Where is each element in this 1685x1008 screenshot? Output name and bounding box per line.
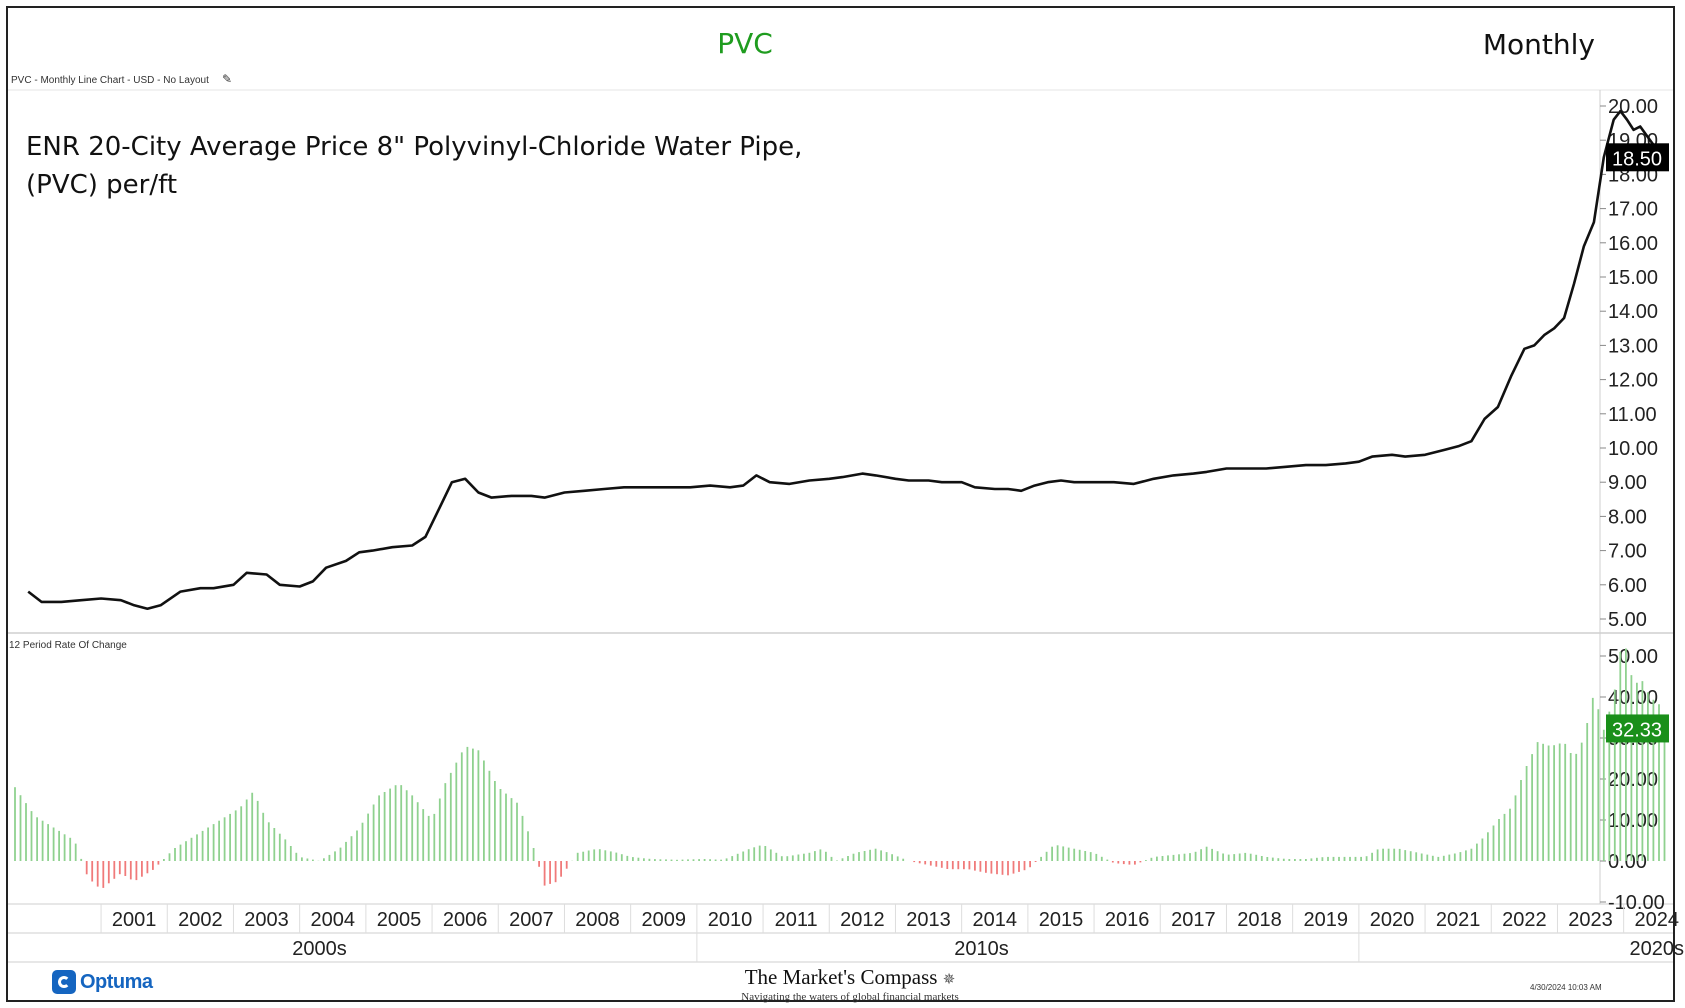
xtick-year-label: 2019 xyxy=(1304,909,1349,931)
price-ytick-label: 16.00 xyxy=(1608,233,1658,255)
xtick-decade-label: 2020s xyxy=(1630,938,1685,960)
xtick-year-label: 2012 xyxy=(840,909,885,931)
optuma-logo-text: Optuma xyxy=(80,970,153,993)
price-ytick-label: 5.00 xyxy=(1608,609,1647,631)
xtick-year-label: 2003 xyxy=(244,909,289,931)
price-ytick-label: 20.00 xyxy=(1608,96,1658,118)
price-ytick-label: 12.00 xyxy=(1608,370,1658,392)
price-ytick-label: 17.00 xyxy=(1608,199,1658,221)
xtick-year-label: 2008 xyxy=(575,909,620,931)
price-ytick-label: 11.00 xyxy=(1608,404,1657,426)
price-ytick-label: 8.00 xyxy=(1608,506,1647,528)
xtick-year-label: 2023 xyxy=(1568,909,1613,931)
xtick-decade-label: 2000s xyxy=(292,938,347,960)
xtick-year-label: 2010 xyxy=(708,909,753,931)
optuma-logo: Optuma xyxy=(52,970,153,994)
price-last-value-tag xyxy=(1606,143,1669,172)
price-ytick-label: 6.00 xyxy=(1608,575,1647,597)
price-ytick-label: 14.00 xyxy=(1608,301,1658,323)
symbol-title: PVC xyxy=(717,27,773,60)
period-label: Monthly xyxy=(1483,28,1595,61)
brand-title: The Market's Compass xyxy=(744,965,938,989)
price-ytick-label: 7.00 xyxy=(1608,541,1647,563)
xtick-year-label: 2005 xyxy=(377,909,422,931)
price-ytick-label: 9.00 xyxy=(1608,472,1647,494)
price-chart-title-line: ENR 20-City Average Price 8" Polyvinyl-C… xyxy=(26,132,802,162)
roc-chart-title: 12 Period Rate Of Change xyxy=(9,640,127,651)
xtick-year-label: 2024 xyxy=(1635,909,1680,931)
xtick-decade-label: 2010s xyxy=(954,938,1009,960)
market-compass-brand: The Market's Compass ✵ Navigating the wa… xyxy=(720,966,980,1003)
price-chart-title-line: (PVC) per/ft xyxy=(26,170,177,200)
price-ytick-label: 10.00 xyxy=(1608,438,1658,460)
roc-ytick-label: 0.00 xyxy=(1608,851,1647,873)
xtick-year-label: 2022 xyxy=(1502,909,1547,931)
xtick-year-label: 2021 xyxy=(1436,909,1481,931)
roc-last-value-label: 32.33 xyxy=(1612,719,1662,741)
price-ytick-label: 13.00 xyxy=(1608,335,1658,357)
xtick-year-label: 2014 xyxy=(973,909,1018,931)
brand-tagline: Navigating the waters of global financia… xyxy=(741,991,959,1003)
xtick-year-label: 2006 xyxy=(443,909,488,931)
price-ytick-label: 15.00 xyxy=(1608,267,1658,289)
roc-ytick-label: -10.00 xyxy=(1608,892,1665,914)
xtick-year-label: 2004 xyxy=(311,909,356,931)
roc-ytick-label: 50.00 xyxy=(1608,646,1658,668)
xtick-year-label: 2002 xyxy=(178,909,223,931)
xtick-year-label: 2009 xyxy=(642,909,687,931)
xtick-year-label: 2015 xyxy=(1039,909,1084,931)
xtick-year-label: 2018 xyxy=(1237,909,1282,931)
xtick-year-label: 2011 xyxy=(775,909,818,931)
xtick-year-label: 2020 xyxy=(1370,909,1415,931)
compass-rose-icon: ✵ xyxy=(942,972,956,988)
layout-note: PVC - Monthly Line Chart - USD - No Layo… xyxy=(11,75,209,86)
edit-pencil-icon: ✎ xyxy=(222,72,232,86)
optuma-logo-icon xyxy=(52,970,76,994)
xtick-year-label: 2007 xyxy=(509,909,554,931)
chart-timestamp: 4/30/2024 10:03 AM xyxy=(1530,983,1602,992)
xtick-year-label: 2001 xyxy=(112,909,157,931)
xtick-year-label: 2016 xyxy=(1105,909,1150,931)
price-series-line xyxy=(27,109,1668,610)
xtick-year-label: 2013 xyxy=(906,909,951,931)
xtick-year-label: 2017 xyxy=(1171,909,1216,931)
chart-frame xyxy=(6,6,1675,1002)
roc-last-value-tag xyxy=(1606,714,1669,743)
price-last-value-label: 18.50 xyxy=(1612,148,1662,170)
